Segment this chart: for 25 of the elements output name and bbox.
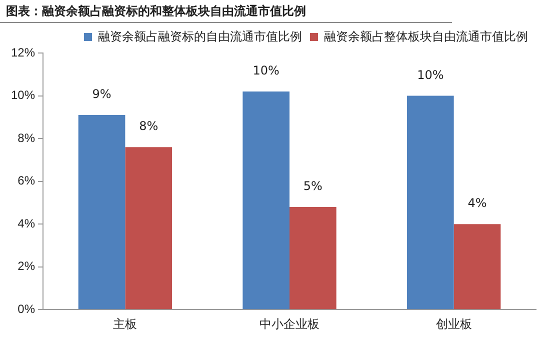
bar: [407, 96, 454, 310]
data-label: 4%: [468, 196, 487, 210]
chart-title: 图表：融资余额占融资标的和整体板块自由流通市值比例: [0, 0, 452, 23]
y-tick-label: 0%: [18, 302, 36, 316]
data-label: 8%: [139, 119, 158, 134]
data-label: 5%: [303, 179, 322, 194]
data-label: 10%: [252, 64, 280, 78]
data-label: 10%: [417, 68, 444, 82]
y-tick-label: 8%: [18, 130, 36, 145]
x-tick-label: 中小企业板: [260, 317, 320, 332]
bar: [125, 147, 172, 310]
bar: [454, 224, 501, 310]
data-label: 9%: [92, 87, 112, 102]
x-tick-label: 主板: [113, 317, 138, 332]
y-tick-label: 2%: [18, 259, 36, 274]
bar: [78, 115, 126, 310]
bar: [290, 206, 336, 310]
legend-label: 融资余额占融资标的自由流通市值比例: [98, 29, 302, 44]
x-tick-label: 创业板: [436, 317, 472, 332]
legend-label: 融资余额占整体板块自由流通市值比例: [324, 29, 528, 44]
y-tick-label: 10%: [10, 88, 36, 102]
y-tick-label: 6%: [18, 174, 36, 188]
y-tick-label: 12%: [10, 45, 36, 60]
y-tick-label: 4%: [18, 216, 36, 230]
bar: [242, 91, 290, 310]
